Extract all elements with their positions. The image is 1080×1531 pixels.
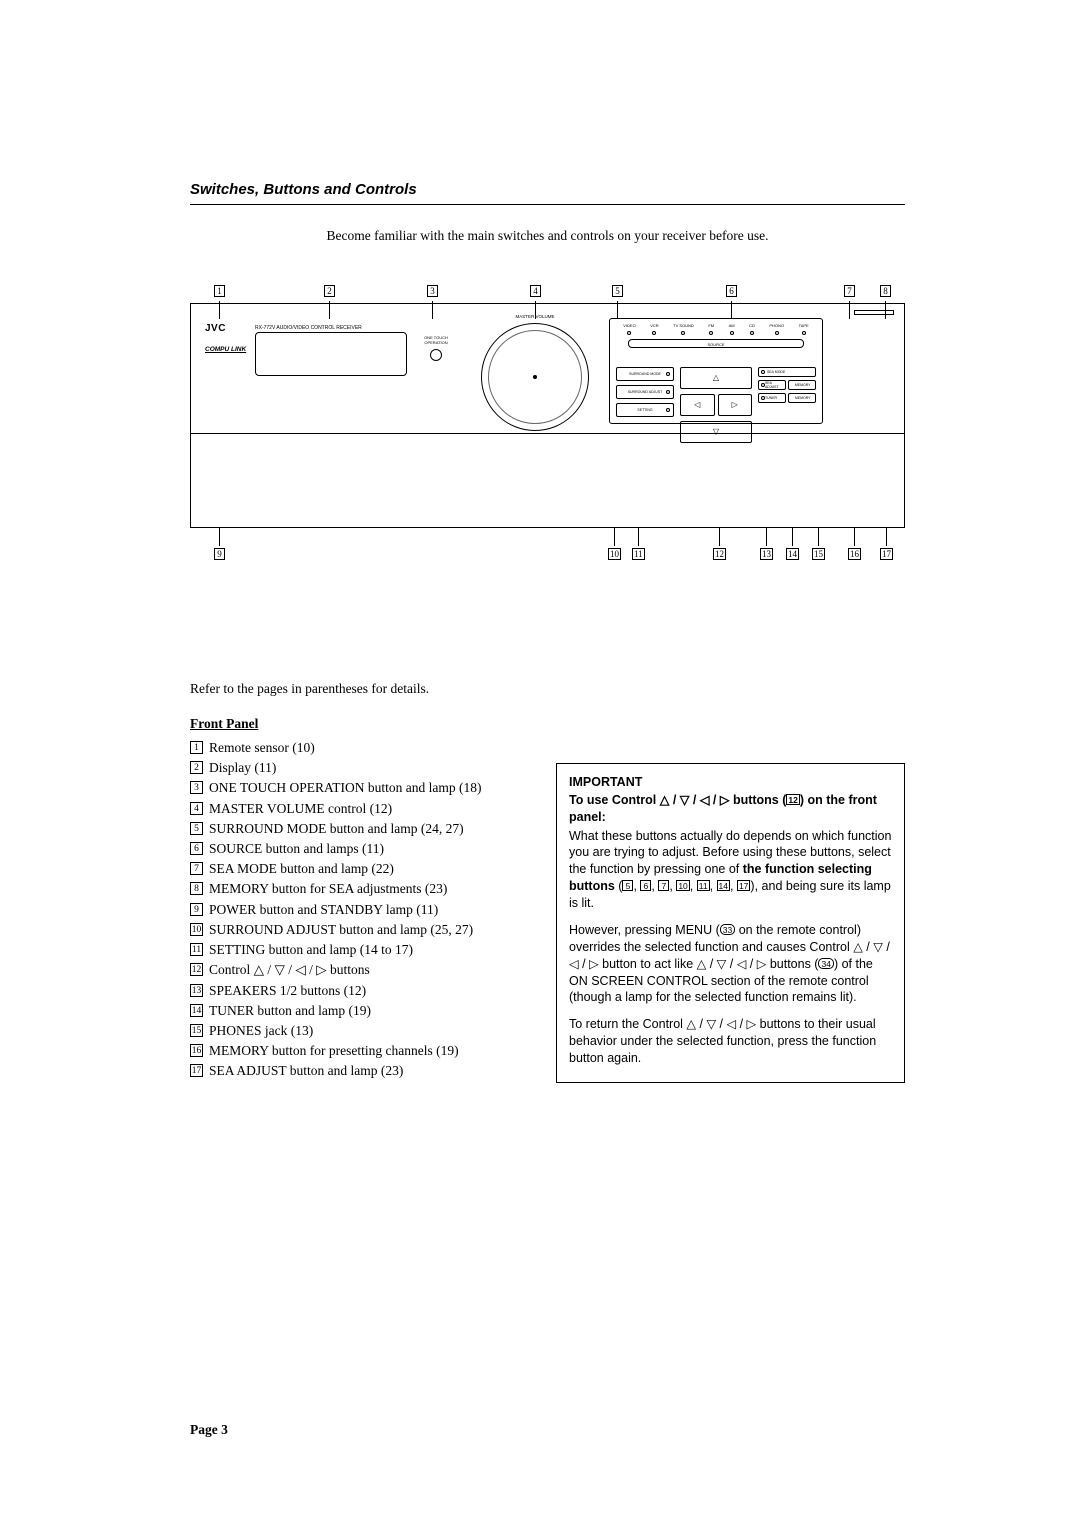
list-item: 13SPEAKERS 1/2 buttons (12) — [190, 982, 520, 1000]
list-item: 8MEMORY button for SEA adjustments (23) — [190, 880, 520, 898]
list-item: 15PHONES jack (13) — [190, 1022, 520, 1040]
source-panel: VIDEOVCRTV SOUNDFMAMCDPHONOTAPE SOURCE S… — [609, 318, 823, 424]
list-item: 17SEA ADJUST button and lamp (23) — [190, 1062, 520, 1080]
refer-text: Refer to the pages in parentheses for de… — [190, 680, 905, 698]
page-number: Page 3 — [190, 1421, 228, 1439]
list-item: 9POWER button and STANDBY lamp (11) — [190, 901, 520, 919]
front-panel-heading: Front Panel — [190, 715, 905, 733]
list-item: 12Control △ / ▽ / ◁ / ▷ buttons — [190, 961, 520, 979]
front-panel-list: 1Remote sensor (10) 2Display (11) 3ONE TOU… — [190, 739, 520, 1083]
receiver-diagram: JVC RX-772V AUDIO/VIDEO CONTROL RECEIVER… — [190, 303, 905, 528]
list-item: 10SURROUND ADJUST button and lamp (25, 2… — [190, 921, 520, 939]
compulink-label: COMPU LINK — [205, 346, 246, 355]
list-item: 11SETTING button and lamp (14 to 17) — [190, 941, 520, 959]
important-box: IMPORTANT To use Control △ / ▽ / ◁ / ▷ b… — [556, 763, 905, 1083]
list-item: 4MASTER VOLUME control (12) — [190, 800, 520, 818]
list-item: 6SOURCE button and lamps (11) — [190, 840, 520, 858]
list-item: 3ONE TOUCH OPERATION button and lamp (18… — [190, 779, 520, 797]
brand-logo: JVC — [205, 322, 226, 336]
model-label: RX-772V AUDIO/VIDEO CONTROL RECEIVER — [255, 325, 362, 332]
list-item: 14TUNER button and lamp (19) — [190, 1002, 520, 1020]
bottom-callouts: 91011121314151617 — [190, 528, 905, 560]
top-callouts: 12345678 — [190, 285, 905, 303]
list-item: 1Remote sensor (10) — [190, 739, 520, 757]
list-item: 16MEMORY button for presetting channels … — [190, 1042, 520, 1060]
subtitle: Become familiar with the main switches a… — [190, 227, 905, 245]
dolby-badge — [854, 310, 894, 315]
master-volume: MASTER VOLUME — [481, 314, 589, 430]
display-window — [255, 332, 407, 376]
list-item: 7SEA MODE button and lamp (22) — [190, 860, 520, 878]
one-touch-operation: ONE TOUCH OPERATION — [413, 336, 459, 361]
section-rule — [190, 204, 905, 205]
section-title: Switches, Buttons and Controls — [190, 180, 905, 200]
list-item: 5SURROUND MODE button and lamp (24, 27) — [190, 820, 520, 838]
list-item: 2Display (11) — [190, 759, 520, 777]
